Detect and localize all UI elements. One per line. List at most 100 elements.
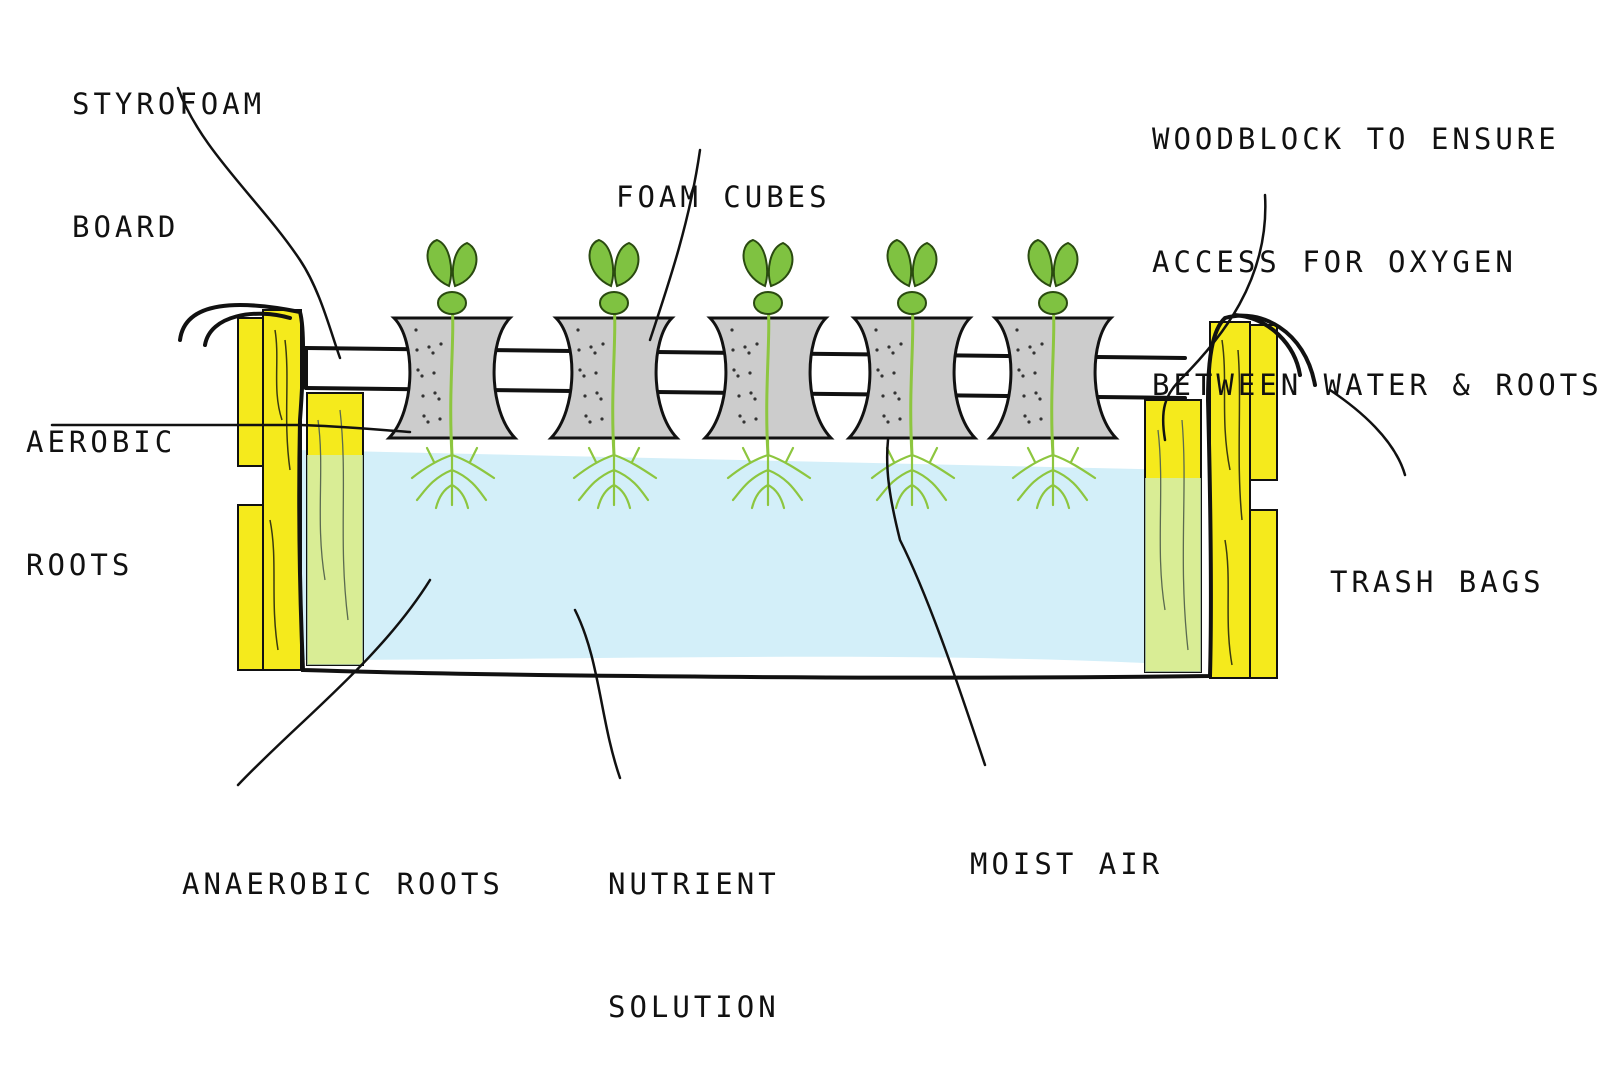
plant-roots	[726, 438, 812, 510]
leaf	[613, 241, 640, 288]
foam-texture-dot	[743, 345, 747, 349]
leaf	[742, 238, 769, 288]
foam-texture-dot	[582, 374, 586, 378]
foam-texture-dot	[880, 374, 884, 378]
foam-texture-dot	[426, 420, 430, 424]
foam-texture-dot	[433, 391, 437, 395]
leaf	[886, 238, 913, 288]
foam-texture-dot	[600, 417, 604, 421]
seedling-head	[1038, 291, 1068, 315]
leaf	[426, 238, 453, 288]
leader-foam-cubes	[648, 148, 702, 342]
foam-texture-dot	[584, 414, 588, 418]
foam-texture-dot	[732, 368, 736, 372]
leader-lines	[50, 86, 1407, 787]
leader-aerobic-roots	[50, 423, 412, 434]
foam-texture-dot	[887, 345, 891, 349]
leaf	[451, 241, 478, 288]
leaf	[767, 241, 794, 288]
foam-texture-dot	[422, 414, 426, 418]
label-foam-cubes: FOAM CUBES	[616, 180, 831, 214]
inner-wood-left	[306, 392, 364, 666]
seedling-head	[437, 291, 467, 315]
foam-texture-dot	[589, 345, 593, 349]
leaf	[1027, 238, 1054, 288]
foam-texture-dot	[599, 397, 603, 401]
seedling-head	[599, 291, 629, 315]
plant-roots	[410, 438, 496, 510]
foam-texture-dot	[748, 371, 752, 375]
foam-texture-dot	[420, 374, 424, 378]
foam-texture-dot	[1032, 351, 1036, 355]
foam-texture-dot	[742, 420, 746, 424]
foam-texture-dot	[899, 342, 903, 346]
foam-texture-dot	[886, 420, 890, 424]
label-anaerobic-roots: ANAEROBIC ROOTS	[182, 867, 504, 901]
foam-texture-dot	[415, 348, 419, 352]
foam-texture-dot	[893, 391, 897, 395]
leader-anaerobic-roots	[236, 578, 432, 787]
foam-texture-dot	[1015, 328, 1019, 332]
foam-texture-dot	[882, 414, 886, 418]
foam-texture-dot	[1040, 342, 1044, 346]
leader-trash-bags	[1328, 388, 1407, 477]
foam-texture-dot	[897, 397, 901, 401]
leader-nutrient-solution	[573, 608, 622, 780]
foam-texture-dot	[747, 351, 751, 355]
inner-wood-right	[1144, 399, 1202, 673]
plant-roots	[572, 438, 658, 510]
foam-texture-dot	[753, 397, 757, 401]
leaf	[911, 241, 938, 288]
foam-texture-dot	[439, 342, 443, 346]
leader-woodblock	[1161, 193, 1267, 442]
foam-texture-dot	[421, 394, 425, 398]
foam-texture-dot	[1017, 368, 1021, 372]
foam-texture-dot	[1021, 374, 1025, 378]
foam-texture-dot	[738, 414, 742, 418]
foam-texture-dot	[595, 391, 599, 395]
foam-texture-dot	[875, 348, 879, 352]
plant	[547, 238, 681, 510]
label-woodblock: WOODBLOCK TO ENSURE ACCESS FOR OXYGEN BE…	[1152, 122, 1603, 402]
foam-texture-dot	[416, 368, 420, 372]
foam-texture-dot	[583, 394, 587, 398]
foam-texture-dot	[437, 397, 441, 401]
outer-wood-left	[237, 309, 302, 671]
foam-texture-dot	[731, 348, 735, 352]
hydroponics-diagram	[50, 86, 1407, 787]
plants-group	[385, 238, 1120, 510]
foam-texture-dot	[431, 351, 435, 355]
foam-texture-dot	[414, 328, 418, 332]
foam-texture-dot	[891, 351, 895, 355]
leader-styrofoam	[176, 86, 342, 360]
foam-texture-dot	[736, 374, 740, 378]
foam-texture-dot	[1039, 417, 1043, 421]
foam-texture-dot	[892, 371, 896, 375]
leaf	[588, 238, 615, 288]
trash-bag-liner	[178, 303, 1317, 680]
foam-texture-dot	[898, 417, 902, 421]
plant	[701, 238, 835, 510]
foam-texture-dot	[737, 394, 741, 398]
plant-roots	[1011, 438, 1097, 510]
foam-texture-dot	[754, 417, 758, 421]
foam-texture-dot	[1016, 348, 1020, 352]
foam-texture-dot	[730, 328, 734, 332]
foam-texture-dot	[881, 394, 885, 398]
foam-texture-dot	[594, 371, 598, 375]
foam-texture-dot	[588, 420, 592, 424]
foam-texture-dot	[427, 345, 431, 349]
label-moist-air: MOIST AIR	[970, 847, 1164, 881]
foam-texture-dot	[576, 328, 580, 332]
foam-texture-dot	[874, 328, 878, 332]
foam-texture-dot	[593, 351, 597, 355]
label-nutrient-solution: NUTRIENT SOLUTION	[608, 867, 780, 1024]
nutrient-solution-water	[298, 450, 1185, 665]
foam-texture-dot	[601, 342, 605, 346]
seedling-head	[897, 291, 927, 315]
plant	[986, 238, 1120, 510]
foam-texture-dot	[1034, 391, 1038, 395]
plant	[845, 238, 979, 510]
leader-moist-air	[885, 438, 987, 767]
plant	[385, 238, 519, 510]
